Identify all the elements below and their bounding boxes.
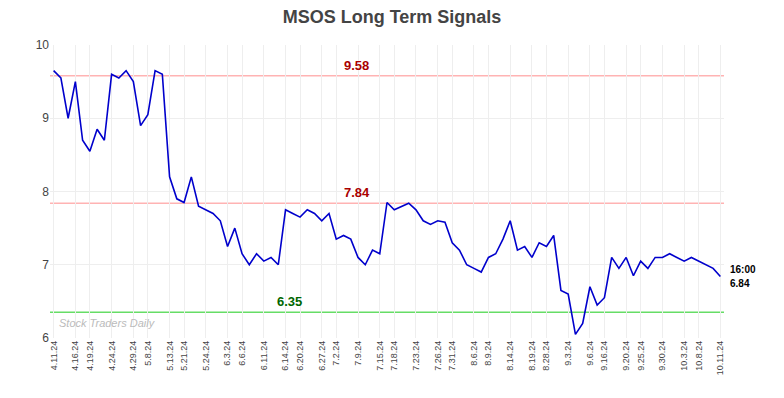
svg-text:7.2.24: 7.2.24: [331, 341, 341, 366]
svg-text:4.11.24: 4.11.24: [49, 341, 59, 370]
svg-text:5.13.24: 5.13.24: [165, 341, 175, 371]
svg-text:MSOS Long Term Signals: MSOS Long Term Signals: [283, 7, 502, 27]
svg-text:10: 10: [36, 38, 50, 52]
svg-text:6.84: 6.84: [730, 278, 750, 289]
svg-text:7.23.24: 7.23.24: [411, 341, 421, 371]
svg-text:6.20.24: 6.20.24: [295, 341, 305, 371]
svg-text:4.19.24: 4.19.24: [85, 341, 95, 371]
svg-text:4.29.24: 4.29.24: [128, 341, 138, 371]
svg-text:9.25.24: 9.25.24: [636, 341, 646, 371]
svg-text:5.21.24: 5.21.24: [179, 341, 189, 371]
svg-text:6.6.24: 6.6.24: [237, 341, 247, 366]
svg-text:4.24.24: 4.24.24: [107, 341, 117, 371]
svg-text:8.28.24: 8.28.24: [541, 341, 551, 371]
svg-text:7.15.24: 7.15.24: [375, 341, 385, 371]
svg-text:9.16.24: 9.16.24: [599, 341, 609, 371]
svg-text:8.14.24: 8.14.24: [505, 341, 515, 371]
svg-text:9: 9: [42, 111, 49, 125]
svg-text:4.16.24: 4.16.24: [70, 341, 80, 371]
svg-text:8.19.24: 8.19.24: [527, 341, 537, 371]
svg-text:16:00: 16:00: [730, 264, 756, 275]
svg-text:10.3.24: 10.3.24: [679, 341, 689, 371]
svg-text:7.84: 7.84: [344, 185, 370, 200]
svg-text:8.9.24: 8.9.24: [483, 341, 493, 366]
svg-text:6.14.24: 6.14.24: [280, 341, 290, 371]
svg-text:10.11.24: 10.11.24: [715, 341, 725, 375]
svg-text:7.26.24: 7.26.24: [433, 341, 443, 371]
svg-text:7: 7: [42, 258, 49, 272]
svg-text:9.58: 9.58: [344, 58, 369, 73]
svg-text:10.8.24: 10.8.24: [694, 341, 704, 371]
svg-text:6.35: 6.35: [277, 294, 302, 309]
svg-text:8.6.24: 8.6.24: [469, 341, 479, 366]
svg-text:9.3.24: 9.3.24: [563, 341, 573, 366]
svg-text:6: 6: [42, 331, 49, 345]
svg-text:6.3.24: 6.3.24: [222, 341, 232, 366]
svg-text:5.8.24: 5.8.24: [143, 341, 153, 366]
svg-text:9.20.24: 9.20.24: [621, 341, 631, 371]
svg-text:8: 8: [42, 185, 49, 199]
svg-text:7.18.24: 7.18.24: [389, 341, 399, 371]
svg-text:Stock Traders Daily: Stock Traders Daily: [59, 317, 156, 329]
svg-text:7.31.24: 7.31.24: [447, 341, 457, 371]
svg-text:6.11.24: 6.11.24: [259, 341, 269, 370]
svg-text:9.6.24: 9.6.24: [585, 341, 595, 366]
svg-text:5.24.24: 5.24.24: [201, 341, 211, 371]
svg-text:7.9.24: 7.9.24: [353, 341, 363, 366]
svg-text:9.30.24: 9.30.24: [657, 341, 667, 371]
svg-text:6.27.24: 6.27.24: [317, 341, 327, 371]
